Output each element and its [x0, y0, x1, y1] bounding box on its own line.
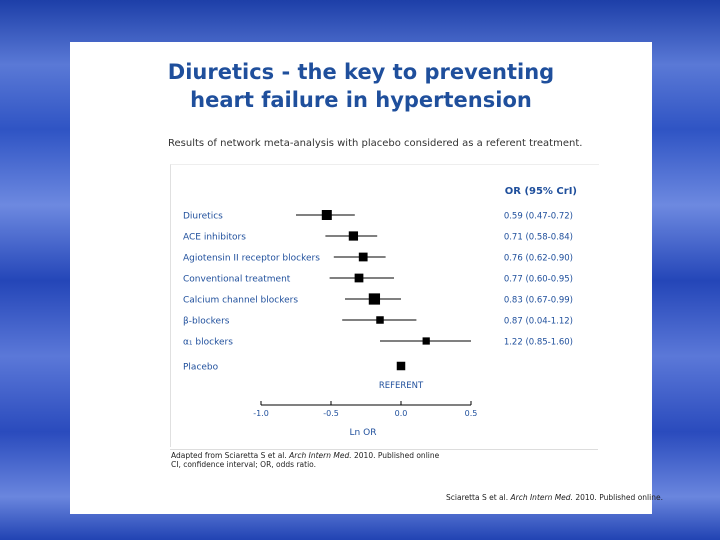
footnote-source-pre: Adapted from Sciaretta S et al.	[171, 451, 287, 460]
x-tick-label: -1.0	[253, 409, 269, 418]
estimate-marker	[321, 210, 332, 220]
chart-subtitle: Results of network meta-analysis with pl…	[168, 138, 583, 149]
row-ci-text: 0.83 (0.67-0.99)	[504, 296, 573, 306]
column-header: OR (95% CrI)	[505, 186, 577, 197]
estimate-marker	[422, 337, 430, 345]
referent-label: REFERENT	[379, 381, 424, 391]
citation: Sciaretta S et al. Arch Intern Med. 2010…	[446, 493, 663, 502]
row-ci-text: 0.87 (0.04-1.12)	[504, 317, 573, 327]
footnote-abbreviations: CI, confidence interval; OR, odds ratio.	[171, 460, 316, 469]
footnote-source-journal: Arch Intern Med.	[289, 451, 352, 460]
row-ci-text: 0.71 (0.58-0.84)	[504, 233, 573, 243]
title-line-1: Diuretics - the key to preventing	[167, 60, 555, 84]
row-label: Placebo	[183, 363, 219, 373]
row-label: Diuretics	[183, 212, 223, 222]
x-tick-label: -0.5	[323, 409, 339, 418]
row-ci-text: 1.22 (0.85-1.60)	[504, 338, 573, 348]
slide-title: Diuretics - the key to preventing heart …	[70, 58, 652, 114]
estimate-marker	[396, 361, 406, 371]
row-label: β-blockers	[183, 317, 230, 327]
slide: Diuretics - the key to preventing heart …	[70, 42, 663, 514]
x-tick-label: 0.5	[465, 409, 478, 418]
footnote-source-post: 2010. Published online	[354, 451, 440, 460]
x-axis-label: Ln OR	[350, 428, 377, 438]
row-label: α₁ blockers	[183, 338, 233, 348]
footnote-divider	[170, 449, 598, 450]
estimate-marker	[354, 273, 364, 283]
x-tick-label: 0.0	[395, 409, 408, 418]
footnote-source: Adapted from Sciaretta S et al. Arch Int…	[171, 451, 439, 460]
row-label: Agiotensin II receptor blockers	[183, 254, 320, 264]
row-label: Conventional treatment	[183, 275, 291, 285]
citation-pre: Sciaretta S et al.	[446, 493, 509, 502]
row-ci-text: 0.76 (0.62-0.90)	[504, 254, 573, 264]
forest-plot: OR (95% CrI) Diuretics 0.59 (0.47-0.72) ACE…	[183, 186, 577, 438]
estimate-marker	[358, 252, 368, 262]
estimate-marker	[368, 293, 381, 305]
estimate-marker	[376, 316, 384, 324]
row-label: ACE inhibitors	[183, 233, 246, 243]
citation-journal: Arch Intern Med.	[510, 493, 573, 502]
title-line-2: heart failure in hypertension	[190, 88, 532, 112]
row-ci-text: 0.59 (0.47-0.72)	[504, 212, 573, 222]
row-label: Calcium channel blockers	[183, 296, 298, 306]
citation-post: 2010. Published online.	[575, 493, 663, 502]
estimate-marker	[348, 231, 359, 241]
forest-plot-panel: OR (95% CrI) Diuretics 0.59 (0.47-0.72) ACE…	[170, 164, 599, 447]
row-ci-text: 0.77 (0.60-0.95)	[504, 275, 573, 285]
